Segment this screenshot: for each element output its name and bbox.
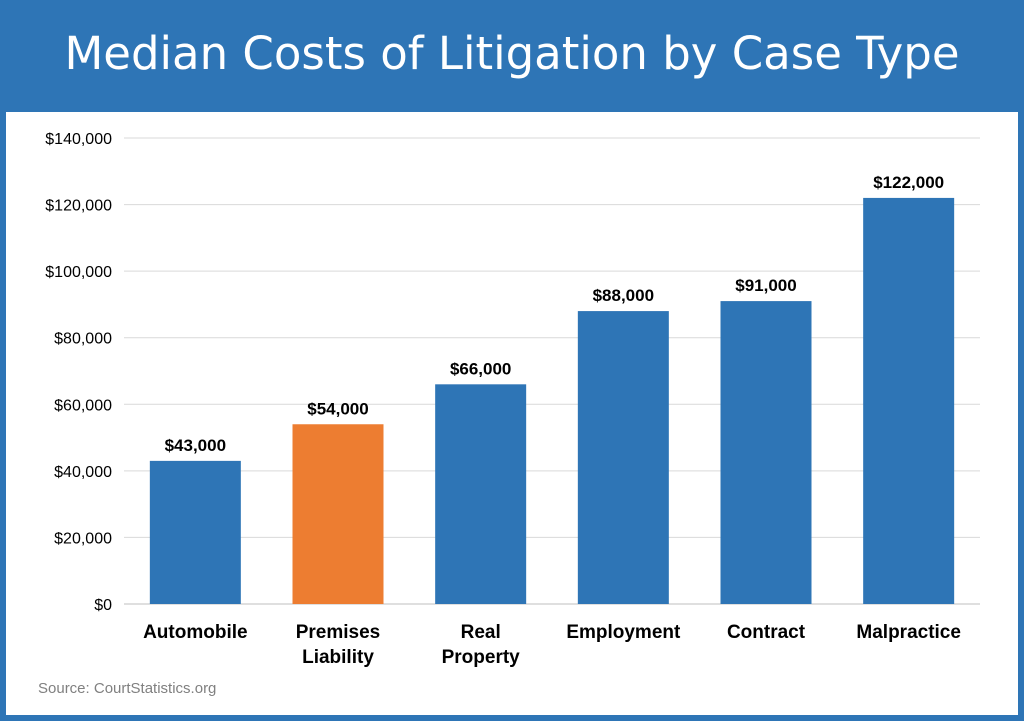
data-label: $54,000 [307, 399, 368, 418]
bar [577, 311, 669, 604]
y-tick-label: $80,000 [54, 331, 112, 348]
x-tick-label: Malpractice [856, 622, 961, 643]
source-note: Source: CourtStatistics.org [38, 680, 217, 697]
y-tick-label: $60,000 [54, 397, 112, 414]
bar [149, 460, 241, 604]
data-label: $122,000 [873, 173, 944, 192]
bar [863, 197, 955, 604]
bar [435, 384, 527, 604]
x-tick-label: Automobile [143, 622, 248, 643]
y-tick-label: $100,000 [45, 264, 112, 281]
y-tick-label: $140,000 [45, 131, 112, 148]
y-tick-label: $40,000 [54, 464, 112, 481]
y-tick-label: $20,000 [54, 530, 112, 547]
x-tick-label: Real Property [442, 622, 521, 668]
data-label: $91,000 [735, 276, 796, 295]
y-tick-label: $120,000 [45, 198, 112, 215]
chart-title: Median Costs of Litigation by Case Type [64, 26, 960, 80]
bar [720, 301, 812, 604]
data-label: $88,000 [593, 286, 654, 305]
x-tick-label: Premises Liability [296, 622, 381, 668]
data-label: $66,000 [450, 359, 511, 378]
x-tick-label: Employment [566, 622, 681, 643]
data-label: $43,000 [165, 436, 226, 455]
bar [292, 424, 384, 604]
title-bar: Median Costs of Litigation by Case Type [0, 0, 1024, 112]
x-tick-label: Contract [727, 622, 806, 643]
y-tick-label: $0 [94, 597, 112, 614]
